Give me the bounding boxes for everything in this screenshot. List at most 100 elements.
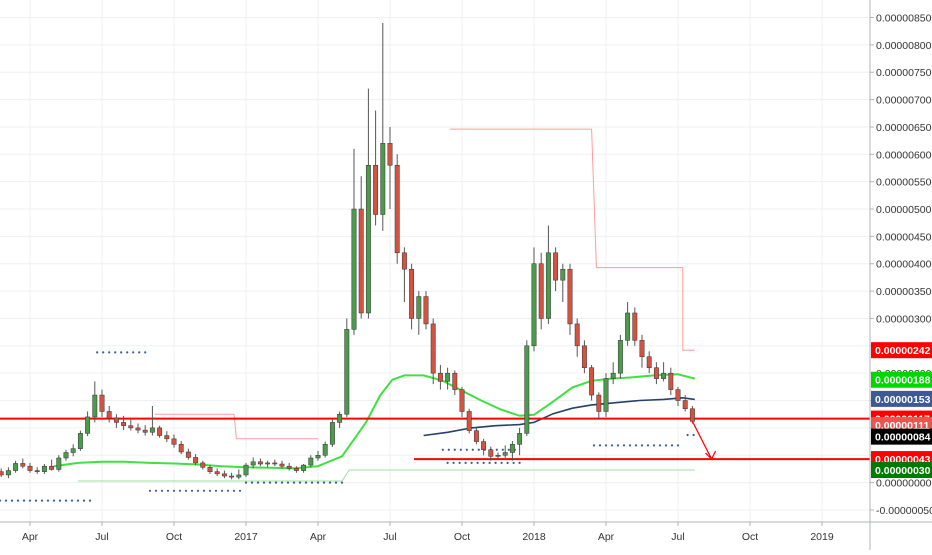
candle-body <box>481 441 487 451</box>
indicator-dot <box>96 351 99 354</box>
candle-bullish <box>301 464 307 473</box>
candle-body <box>617 340 623 374</box>
indicator-dot <box>114 351 117 354</box>
candle-bearish <box>538 252 544 330</box>
candle-bearish <box>632 307 638 346</box>
indicator-dot <box>0 499 2 502</box>
indicator-dot <box>166 489 170 492</box>
time-tick-label: Apr <box>598 531 615 543</box>
candle-body <box>272 462 278 465</box>
candle-bullish <box>41 464 47 474</box>
candle-bullish <box>495 452 501 460</box>
indicator-dot <box>120 351 123 354</box>
candle-body <box>473 430 479 442</box>
candle-body <box>488 449 494 457</box>
candle-body <box>689 408 695 422</box>
indicator-dot <box>154 489 158 492</box>
candle-body <box>358 208 364 314</box>
candle-bullish <box>236 469 242 480</box>
indicator-dot <box>477 448 480 451</box>
time-tick-label: Jul <box>95 531 108 543</box>
candle-bearish <box>675 386 681 406</box>
candle-bullish <box>617 334 623 379</box>
indicator-dot <box>214 489 218 492</box>
candle-bullish <box>365 88 371 319</box>
price-label-tag: 0.00000030 <box>871 462 932 479</box>
indicator-dot <box>446 461 449 465</box>
indicator-dot <box>22 499 26 502</box>
candle-body <box>538 263 544 319</box>
indicator-dot <box>46 499 50 502</box>
candle-bearish <box>164 431 170 443</box>
indicator-dot <box>622 444 626 447</box>
candle-bearish <box>646 351 652 374</box>
indicator-dot <box>274 481 278 484</box>
candle-bullish <box>661 362 667 382</box>
candle-bearish <box>178 441 184 455</box>
candle-bearish <box>157 425 163 438</box>
price-tick-label: 0.00000350 <box>876 286 932 298</box>
price-label-tag: 0.00000153 <box>871 390 932 407</box>
indicator-dot <box>292 481 296 484</box>
candle-bearish <box>589 364 595 401</box>
candle-bearish <box>401 247 407 303</box>
candle-bullish <box>92 381 98 423</box>
indicator-dot <box>322 481 326 484</box>
indicator-dot <box>178 489 182 492</box>
time-tick-label: 2018 <box>522 531 546 543</box>
indicator-dot <box>664 444 668 447</box>
price-label-bg <box>871 428 932 445</box>
indicator-dot <box>507 448 510 451</box>
forecast-arrow <box>691 421 717 461</box>
indicator-dot <box>652 444 656 447</box>
price-label-bg <box>871 462 932 479</box>
candle-bearish <box>639 334 645 368</box>
candle-body <box>401 252 407 270</box>
indicator-dot <box>494 461 497 465</box>
candle-body <box>574 323 580 347</box>
price-tick-label: 0.00000700 <box>876 95 932 107</box>
indicator-dot <box>144 351 147 354</box>
candle-body <box>373 164 379 215</box>
candle-body <box>171 438 177 445</box>
candle-body <box>495 454 501 457</box>
candle-body <box>106 411 112 419</box>
candle-bearish <box>423 291 429 330</box>
time-tick-label: Oct <box>742 531 758 543</box>
candle-bearish <box>293 466 299 473</box>
candle-body <box>157 427 163 436</box>
candle-body <box>142 429 148 433</box>
candle-body <box>653 367 659 379</box>
candle-bullish <box>13 460 19 473</box>
price-label-bg <box>871 390 932 407</box>
candle-body <box>603 378 609 412</box>
time-tick-label: Oct <box>454 531 470 543</box>
indicator-dot <box>220 489 224 492</box>
indicator-dot <box>208 489 212 492</box>
indicator-dot <box>452 461 455 465</box>
price-label-text: 0.00000242 <box>875 345 931 357</box>
candle-bullish <box>63 449 69 461</box>
price-tick-label: 0.00000550 <box>876 177 932 189</box>
indicator-dot <box>148 489 152 492</box>
indicator-dot <box>465 448 468 451</box>
indicator-dot <box>495 448 498 451</box>
candle-body <box>545 252 551 319</box>
indicator-dot <box>501 448 504 451</box>
indicator-dot <box>592 444 596 447</box>
indicator-dot <box>640 444 644 447</box>
indicator-dot <box>226 489 230 492</box>
candle-bearish <box>214 468 220 477</box>
indicator-dot <box>646 444 650 447</box>
candle-body <box>135 427 141 431</box>
candle-body <box>610 372 616 379</box>
candle-body <box>221 473 227 477</box>
candle-bearish <box>193 454 199 466</box>
candle-body <box>315 454 321 459</box>
price-tick-label: 0.00000500 <box>876 204 932 216</box>
candle-bearish <box>581 340 587 374</box>
candle-bullish <box>531 247 537 352</box>
